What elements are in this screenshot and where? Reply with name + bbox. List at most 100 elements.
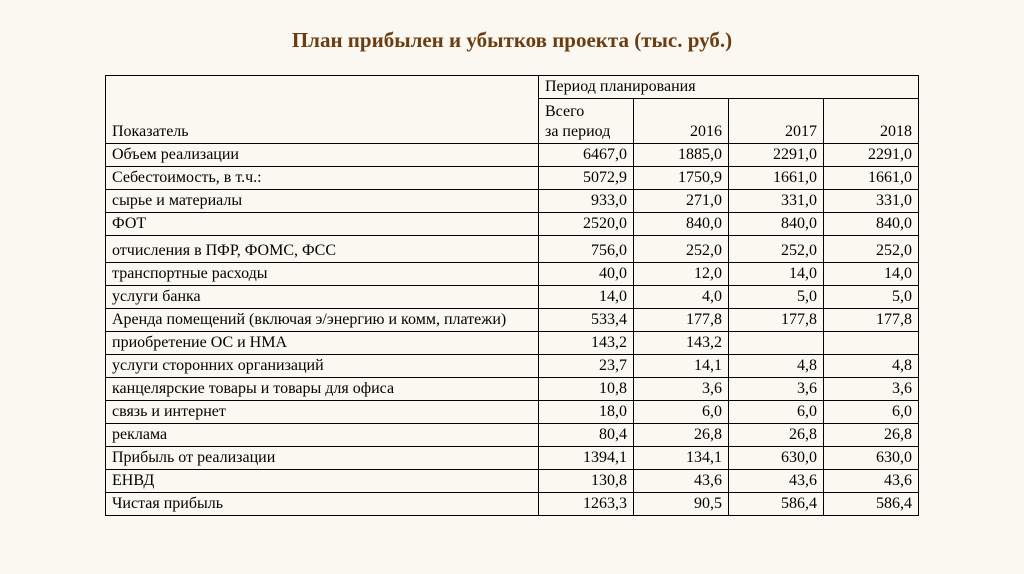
row-value: 840,0 — [634, 213, 729, 236]
table-row: отчисления в ПФР, ФОМС, ФСС756,0252,0252… — [106, 236, 919, 263]
row-value: 1394,1 — [539, 447, 634, 470]
row-value: 2291,0 — [824, 144, 919, 167]
row-value: 756,0 — [539, 236, 634, 263]
row-value: 177,8 — [729, 309, 824, 332]
header-year-2018: 2018 — [824, 99, 919, 144]
row-label: Прибыль от реализации — [106, 447, 539, 470]
row-value: 586,4 — [729, 493, 824, 516]
row-value: 14,1 — [634, 355, 729, 378]
row-value: 4,8 — [729, 355, 824, 378]
row-value: 5072,9 — [539, 167, 634, 190]
row-value: 1661,0 — [729, 167, 824, 190]
row-value: 1750,9 — [634, 167, 729, 190]
page-title: План прибылен и убытков проекта (тыс. ру… — [0, 28, 1024, 53]
row-value: 5,0 — [824, 286, 919, 309]
row-label: Аренда помещений (включая э/энергию и ко… — [106, 309, 539, 332]
row-value: 90,5 — [634, 493, 729, 516]
table-header: Показатель Период планирования Всегоза п… — [106, 76, 919, 144]
row-value: 6467,0 — [539, 144, 634, 167]
row-value: 43,6 — [824, 470, 919, 493]
row-value: 12,0 — [634, 263, 729, 286]
row-value: 6,0 — [729, 401, 824, 424]
row-value: 252,0 — [729, 236, 824, 263]
row-value: 252,0 — [824, 236, 919, 263]
table-row: ЕНВД130,843,643,643,6 — [106, 470, 919, 493]
row-value — [729, 332, 824, 355]
row-label: канцелярские товары и товары для офиса — [106, 378, 539, 401]
row-value: 4,8 — [824, 355, 919, 378]
row-label: отчисления в ПФР, ФОМС, ФСС — [106, 236, 539, 263]
table-row: Прибыль от реализации1394,1134,1630,0630… — [106, 447, 919, 470]
row-value: 143,2 — [539, 332, 634, 355]
row-value: 26,8 — [824, 424, 919, 447]
row-value: 5,0 — [729, 286, 824, 309]
row-value: 2520,0 — [539, 213, 634, 236]
row-value: 43,6 — [729, 470, 824, 493]
row-value: 1885,0 — [634, 144, 729, 167]
table-row: Себестоимость, в т.ч.:5072,91750,91661,0… — [106, 167, 919, 190]
row-value: 23,7 — [539, 355, 634, 378]
row-value: 331,0 — [824, 190, 919, 213]
row-value: 43,6 — [634, 470, 729, 493]
row-label: услуги сторонних организаций — [106, 355, 539, 378]
row-label: Объем реализации — [106, 144, 539, 167]
row-value: 630,0 — [729, 447, 824, 470]
row-value: 586,4 — [824, 493, 919, 516]
row-value: 933,0 — [539, 190, 634, 213]
row-value: 271,0 — [634, 190, 729, 213]
row-label: ФОТ — [106, 213, 539, 236]
row-value: 4,0 — [634, 286, 729, 309]
row-value: 14,0 — [539, 286, 634, 309]
row-label: Себестоимость, в т.ч.: — [106, 167, 539, 190]
header-year-2017: 2017 — [729, 99, 824, 144]
row-value: 18,0 — [539, 401, 634, 424]
row-value: 10,8 — [539, 378, 634, 401]
row-label: ЕНВД — [106, 470, 539, 493]
table-row: услуги сторонних организаций23,714,14,84… — [106, 355, 919, 378]
table-row: канцелярские товары и товары для офиса10… — [106, 378, 919, 401]
table-row: ФОТ2520,0840,0840,0840,0 — [106, 213, 919, 236]
row-value — [824, 332, 919, 355]
table-row: услуги банка14,04,05,05,0 — [106, 286, 919, 309]
row-label: Чистая прибыль — [106, 493, 539, 516]
row-value: 3,6 — [634, 378, 729, 401]
row-value: 134,1 — [634, 447, 729, 470]
header-year-2016: 2016 — [634, 99, 729, 144]
row-label: услуги банка — [106, 286, 539, 309]
row-value: 130,8 — [539, 470, 634, 493]
table-row: связь и интернет18,06,06,06,0 — [106, 401, 919, 424]
row-value: 80,4 — [539, 424, 634, 447]
row-value: 14,0 — [824, 263, 919, 286]
row-value: 14,0 — [729, 263, 824, 286]
row-value: 2291,0 — [729, 144, 824, 167]
row-label: связь и интернет — [106, 401, 539, 424]
row-value: 331,0 — [729, 190, 824, 213]
table-row: Чистая прибыль1263,390,5586,4586,4 — [106, 493, 919, 516]
row-value: 6,0 — [634, 401, 729, 424]
row-value: 1661,0 — [824, 167, 919, 190]
row-label: сырье и материалы — [106, 190, 539, 213]
row-value: 143,2 — [634, 332, 729, 355]
row-value: 3,6 — [729, 378, 824, 401]
row-label: транспортные расходы — [106, 263, 539, 286]
row-value: 177,8 — [824, 309, 919, 332]
row-value: 252,0 — [634, 236, 729, 263]
header-total: Всегоза период — [539, 99, 634, 144]
table-row: транспортные расходы40,012,014,014,0 — [106, 263, 919, 286]
row-value: 3,6 — [824, 378, 919, 401]
header-indicator: Показатель — [106, 76, 539, 144]
table-row: сырье и материалы933,0271,0331,0331,0 — [106, 190, 919, 213]
table-row: Объем реализации6467,01885,02291,02291,0 — [106, 144, 919, 167]
row-value: 840,0 — [824, 213, 919, 236]
row-value: 840,0 — [729, 213, 824, 236]
row-value: 177,8 — [634, 309, 729, 332]
table-row: Аренда помещений (включая э/энергию и ко… — [106, 309, 919, 332]
profit-loss-table: Показатель Период планирования Всегоза п… — [105, 75, 919, 516]
table-body: Объем реализации6467,01885,02291,02291,0… — [106, 144, 919, 516]
row-label: приобретение ОС и НМА — [106, 332, 539, 355]
row-value: 6,0 — [824, 401, 919, 424]
row-value: 40,0 — [539, 263, 634, 286]
row-value: 26,8 — [729, 424, 824, 447]
row-value: 26,8 — [634, 424, 729, 447]
header-period: Период планирования — [539, 76, 919, 99]
